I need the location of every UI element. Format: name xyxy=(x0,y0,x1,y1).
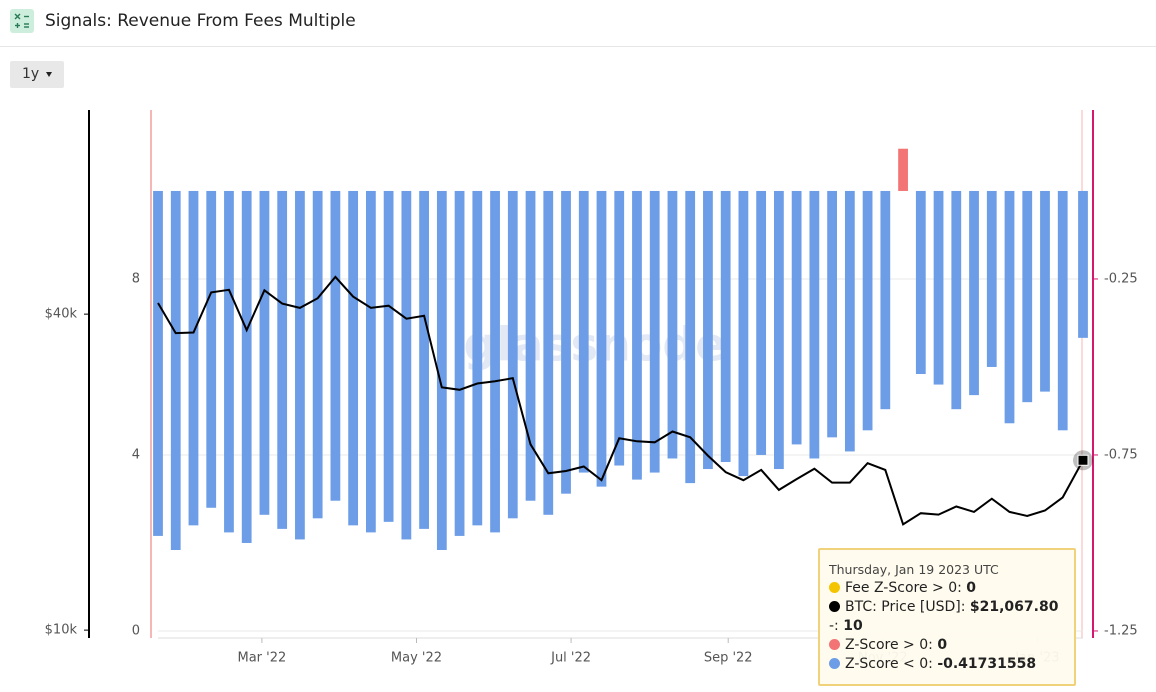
bar xyxy=(827,190,837,438)
bar xyxy=(703,190,713,470)
bar xyxy=(259,190,270,515)
bar xyxy=(312,190,323,519)
page-title: Signals: Revenue From Fees Multiple xyxy=(45,11,356,31)
bar xyxy=(933,190,944,385)
bar xyxy=(774,190,784,470)
bar xyxy=(614,190,625,466)
icon-glyph xyxy=(14,13,29,28)
bar xyxy=(791,190,802,445)
tooltip-label: Z-Score < 0: xyxy=(845,656,938,672)
tooltip-row: Fee Z-Score > 0: 0 xyxy=(829,580,976,596)
tooltip-label: -: xyxy=(829,618,844,634)
bar xyxy=(844,190,855,452)
x-tick-label: Jul '22 xyxy=(550,651,591,666)
tooltip-value: -0.41731558 xyxy=(937,656,1037,672)
tooltip-dot xyxy=(829,601,840,612)
bar xyxy=(454,190,465,536)
bar xyxy=(348,190,359,526)
tooltip-row: BTC: Price [USD]: $21,067.80 xyxy=(829,599,1058,615)
bar xyxy=(383,190,394,522)
watermark: glassnode xyxy=(464,318,727,372)
y2-tick-label: -0.75 xyxy=(1104,447,1138,462)
bar xyxy=(649,190,660,473)
bar xyxy=(525,190,536,501)
bar xyxy=(170,190,181,550)
y3-tick-label: 0 xyxy=(132,623,140,638)
bar xyxy=(241,190,252,543)
hover-point xyxy=(1077,454,1089,466)
x-tick-label: Mar '22 xyxy=(238,651,287,666)
y-tick-label: $10k xyxy=(45,623,78,638)
y3-tick-label: 4 xyxy=(132,447,140,462)
bar xyxy=(507,190,518,519)
bar xyxy=(365,190,376,533)
bar xyxy=(188,190,199,526)
bar xyxy=(330,190,341,501)
bar xyxy=(969,190,979,396)
x-tick-label: May '22 xyxy=(391,651,442,666)
y3-tick-label: 8 xyxy=(132,271,140,286)
bar xyxy=(490,190,500,533)
bar xyxy=(862,190,873,431)
bar xyxy=(667,190,678,459)
tooltip-value: $21,067.80 xyxy=(969,599,1059,615)
bar xyxy=(277,190,288,529)
bar xyxy=(153,190,163,536)
tooltip-value: 0 xyxy=(937,637,948,653)
bar xyxy=(206,190,217,508)
bar xyxy=(1078,190,1088,338)
x-tick-label: Sep '22 xyxy=(704,651,753,666)
tooltip-dot xyxy=(829,582,840,593)
tooltip-label: BTC: Price [USD]: xyxy=(845,599,970,615)
bar xyxy=(986,190,997,367)
bar xyxy=(880,190,891,410)
range-selector[interactable]: 1y xyxy=(10,61,64,88)
bar xyxy=(543,190,554,515)
caret xyxy=(46,72,52,77)
bar xyxy=(401,190,412,540)
bar xyxy=(295,190,305,540)
bar xyxy=(685,190,696,484)
bar xyxy=(1022,190,1033,403)
bar xyxy=(720,190,731,462)
tooltip-value: 0 xyxy=(966,580,977,596)
icon xyxy=(10,9,34,33)
bar xyxy=(809,190,820,459)
bar xyxy=(596,190,607,487)
tooltip-dot xyxy=(829,639,840,650)
y-tick-label: $40k xyxy=(45,307,78,322)
tooltip-row: -: 10 xyxy=(829,618,863,634)
bar xyxy=(224,190,234,533)
tooltip-row: Z-Score < 0: -0.41731558 xyxy=(829,656,1036,672)
header: Signals: Revenue From Fees Multiple xyxy=(0,0,1156,47)
y2-tick-label: -0.25 xyxy=(1104,271,1138,286)
range-label: 1y xyxy=(22,66,40,82)
tooltip-date: Thursday, Jan 19 2023 UTC xyxy=(829,562,999,577)
bar xyxy=(756,190,767,455)
bar xyxy=(1040,190,1050,392)
tooltip-dot xyxy=(829,658,840,669)
bar xyxy=(738,190,749,477)
bar xyxy=(419,190,429,529)
bar xyxy=(898,148,908,191)
bar xyxy=(951,190,962,410)
bar xyxy=(915,190,926,374)
bar xyxy=(1004,190,1015,424)
bar xyxy=(632,190,642,480)
tooltip-value: 10 xyxy=(843,618,863,634)
bar xyxy=(472,190,483,526)
y2-tick-label: -1.25 xyxy=(1104,623,1138,638)
bar xyxy=(436,190,447,550)
tooltip-label: Fee Z-Score > 0: xyxy=(845,580,967,596)
bar xyxy=(1057,190,1068,431)
tooltip-row: Z-Score > 0: 0 xyxy=(829,637,947,653)
bar xyxy=(561,190,571,494)
bar xyxy=(578,190,589,473)
tooltip-label: Z-Score > 0: xyxy=(845,637,938,653)
tooltip: Thursday, Jan 19 2023 UTC Fee Z-Score > 0… xyxy=(818,548,1076,686)
price-line xyxy=(157,275,1084,526)
